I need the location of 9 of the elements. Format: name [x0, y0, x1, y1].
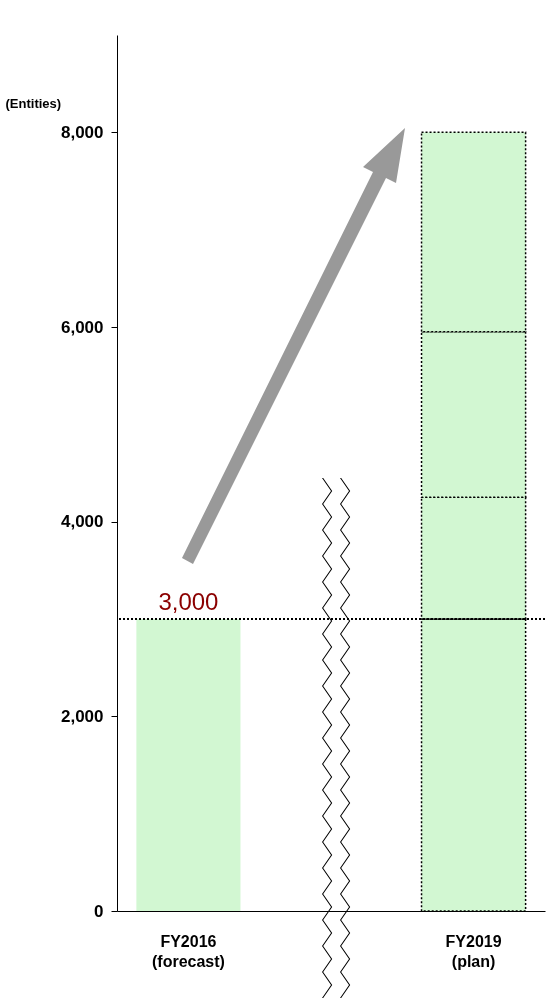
x-tick-label: FY2019 (plan) [445, 932, 502, 970]
y-axis-title: (Entities) [5, 95, 62, 111]
y-tick-label: 6,000 [60, 317, 104, 337]
y-tick-label: 4,000 [60, 512, 104, 532]
y-tick-label: 2,000 [60, 706, 104, 726]
y-tick-label: 8,000 [60, 122, 104, 142]
y-tick-label: 0 [94, 901, 104, 921]
data-label: 3,000 [158, 588, 219, 615]
x-tick-label: FY2016 (forecast) [151, 932, 225, 970]
